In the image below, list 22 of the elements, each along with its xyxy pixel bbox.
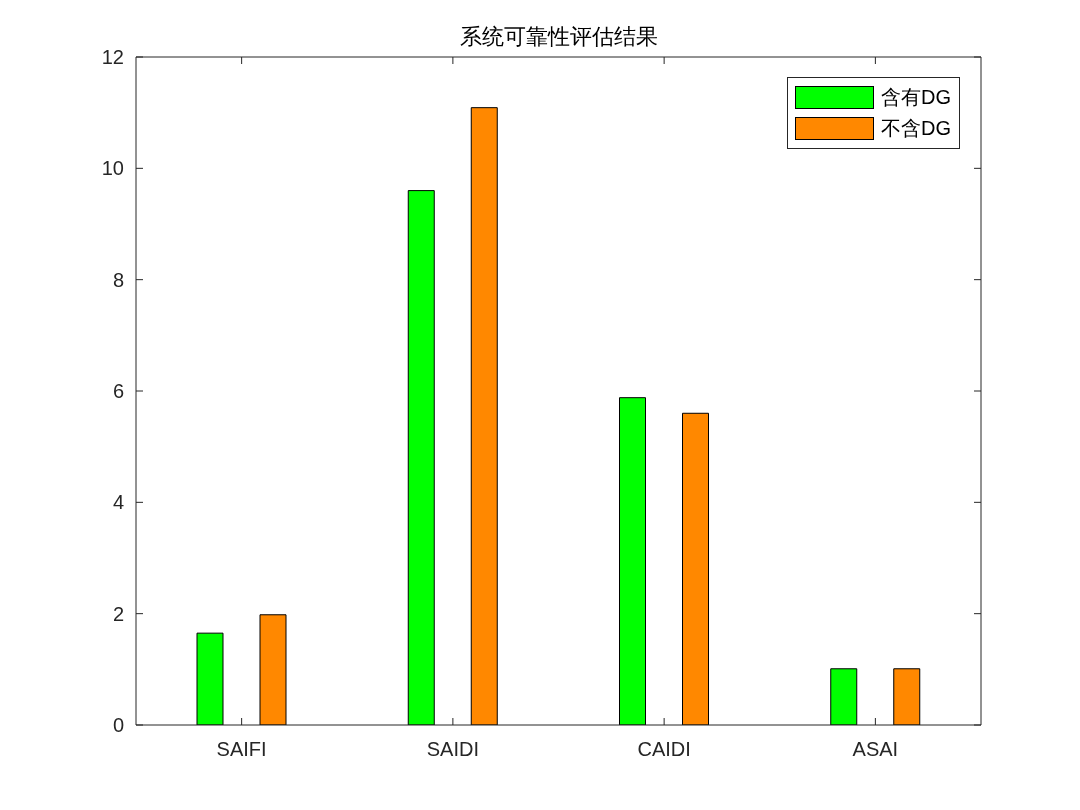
y-tick-label: 0 (112, 714, 124, 737)
x-tick-label: ASAI (852, 738, 899, 761)
bar (259, 614, 287, 725)
bar (470, 107, 498, 725)
x-tick-label: CAIDI (637, 738, 691, 761)
chart-title: 系统可靠性评估结果 (459, 24, 658, 49)
y-tick-label: 8 (112, 268, 124, 291)
legend-label: 不含DG (881, 116, 951, 141)
x-tick-label: SAIFI (216, 738, 267, 761)
bar (682, 412, 709, 725)
y-tick-label: 6 (112, 380, 124, 403)
bar (830, 668, 858, 725)
bar (196, 632, 224, 725)
y-tick-label: 10 (101, 157, 124, 180)
y-tick-label: 2 (112, 602, 124, 625)
y-tick-label: 4 (112, 491, 124, 514)
bar (407, 190, 435, 725)
legend-label: 含有DG (881, 85, 951, 110)
bar (893, 668, 921, 725)
y-tick-label: 12 (101, 46, 124, 69)
bar (619, 397, 646, 725)
x-tick-label: SAIDI (426, 738, 479, 761)
